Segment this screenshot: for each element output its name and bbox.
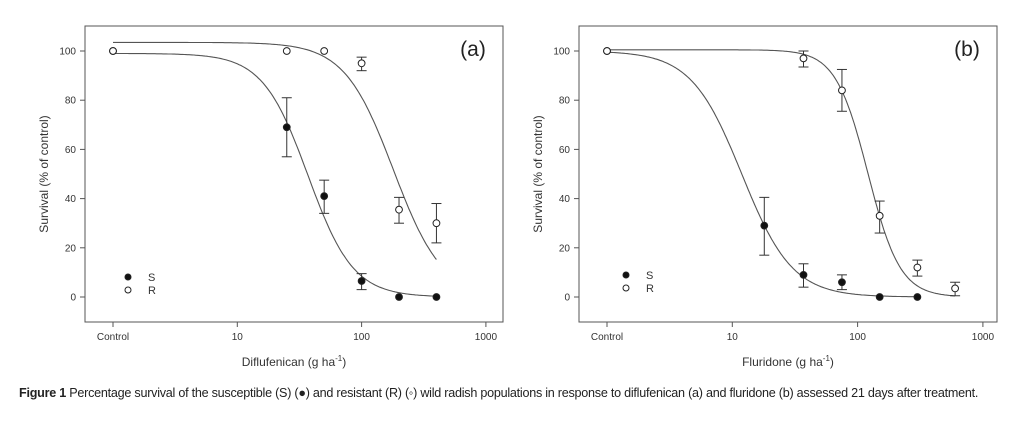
fit-curve-R xyxy=(113,41,437,260)
y-tick-label: 20 xyxy=(559,243,571,254)
y-tick-label: 0 xyxy=(564,293,570,304)
x-tick-label: Control xyxy=(97,332,129,343)
data-point-S xyxy=(282,123,291,132)
y-axis-label: Survival (% of control) xyxy=(37,115,51,232)
data-point-R xyxy=(913,263,922,272)
y-tick-label: 20 xyxy=(65,243,77,254)
data-point-R xyxy=(838,86,846,95)
x-tick-label: Control xyxy=(591,332,623,343)
x-tick-label: 100 xyxy=(849,332,866,343)
panel-label: (b) xyxy=(954,38,980,61)
data-point-R xyxy=(875,211,884,220)
caption-label: Figure 1 xyxy=(19,386,66,400)
x-axis-label: Diflufenican (g ha-1) xyxy=(242,354,347,369)
legend-label: R xyxy=(148,285,156,297)
caption-text: Percentage survival of the susceptible (… xyxy=(66,386,979,400)
panel-label: (a) xyxy=(460,38,486,61)
y-tick-label: 80 xyxy=(65,96,77,107)
legend-label: S xyxy=(148,272,155,284)
data-point-S xyxy=(875,293,884,301)
data-point-R xyxy=(282,47,291,55)
x-tick-label: 1000 xyxy=(972,332,995,343)
data-point-R xyxy=(799,54,808,63)
legend-marker-S xyxy=(622,271,630,279)
y-tick-label: 40 xyxy=(559,194,571,205)
x-tick-label: 10 xyxy=(727,332,739,343)
y-tick-label: 100 xyxy=(59,47,76,58)
y-tick-label: 80 xyxy=(559,96,571,107)
legend-label: S xyxy=(646,270,653,282)
data-point-S xyxy=(320,192,329,201)
data-point-R xyxy=(603,47,611,55)
data-point-R xyxy=(357,59,366,68)
legend-marker-R xyxy=(622,284,630,292)
figure-caption: Figure 1 Percentage survival of the susc… xyxy=(19,384,1019,403)
legend-label: R xyxy=(646,283,654,295)
data-point-S xyxy=(395,293,403,301)
y-tick-label: 60 xyxy=(559,145,571,156)
y-tick-label: 100 xyxy=(553,47,570,58)
data-point-R xyxy=(109,47,117,55)
data-point-S xyxy=(357,277,366,285)
data-point-S xyxy=(799,270,808,279)
x-tick-label: 10 xyxy=(232,332,244,343)
y-axis-label: Survival (% of control) xyxy=(531,115,545,232)
plot-frame xyxy=(84,25,504,323)
x-axis-label: Fluridone (g ha-1) xyxy=(742,354,834,369)
data-point-S xyxy=(760,221,769,230)
data-point-R xyxy=(951,284,960,293)
chart-panel-b: 0 20 40 60 80 100 Control 10 100 1000 Fluridone (g… xyxy=(531,25,998,369)
data-point-S xyxy=(432,293,441,301)
x-tick-label: 1000 xyxy=(475,332,498,343)
data-point-R xyxy=(320,47,329,55)
y-tick-label: 60 xyxy=(65,145,77,156)
data-point-R xyxy=(432,219,441,228)
y-tick-label: 40 xyxy=(65,194,77,205)
fit-curve-R xyxy=(607,49,956,297)
data-point-R xyxy=(395,205,403,214)
legend-marker-S xyxy=(124,273,132,281)
fit-curve-S xyxy=(606,51,918,298)
data-point-S xyxy=(913,293,922,301)
plot-frame xyxy=(578,25,998,323)
data-point-S xyxy=(838,278,846,287)
x-tick-label: 100 xyxy=(353,332,370,343)
chart-panel-a: 0 20 40 60 80 100 Control 10 100 1000 Diflufenican… xyxy=(37,25,504,369)
fit-curve-S xyxy=(113,52,437,297)
y-tick-label: 0 xyxy=(70,293,76,304)
legend-marker-R xyxy=(124,286,132,294)
